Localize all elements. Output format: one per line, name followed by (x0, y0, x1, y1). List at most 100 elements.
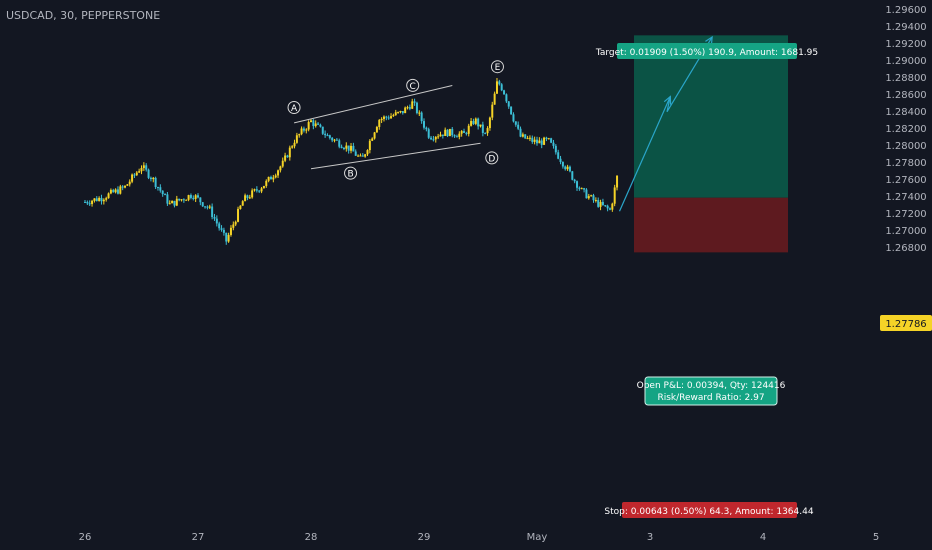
candle-body (418, 112, 421, 114)
candle-body (312, 120, 315, 127)
candle-body (124, 185, 127, 188)
candle-body (479, 124, 482, 127)
x-tick-label: 29 (418, 532, 431, 543)
candle-body (232, 224, 235, 228)
candle-body (274, 175, 277, 178)
candle-body (326, 135, 329, 137)
candle-body (583, 188, 586, 190)
candle-body (368, 140, 371, 151)
candle-body (514, 121, 517, 125)
candle-body (401, 111, 404, 114)
pnl-label[interactable]: Open P&L: 0.00394, Qty: 124416 Risk/Rewa… (637, 376, 786, 406)
candle-body (197, 195, 199, 198)
candle-body (357, 155, 360, 157)
candle-body (481, 124, 484, 133)
candle-body (420, 112, 423, 122)
candle-body (204, 206, 207, 208)
wave-circle (287, 101, 301, 114)
candle-body (392, 115, 395, 117)
candle-body (472, 121, 475, 124)
candle-body (201, 202, 204, 207)
candle-body (474, 118, 477, 124)
candle-body (441, 134, 444, 136)
candle-body (347, 145, 350, 151)
x-tick-label: 27 (192, 532, 205, 543)
candle-body (171, 200, 174, 204)
candle-body (194, 195, 197, 199)
time-axis[interactable]: 26 27 28 29 May 3 4 5 (79, 532, 880, 543)
target-label[interactable]: Target: 0.01909 (1.50%) 190.9, Amount: 1… (595, 43, 818, 59)
candle-body (451, 128, 454, 136)
wave-letter: A (291, 104, 298, 114)
candle-body (225, 232, 228, 242)
candle-body (352, 145, 355, 152)
candle-body (267, 176, 270, 181)
candle-body (142, 165, 145, 169)
y-tick-label: 1.29200 (885, 39, 926, 50)
y-tick-label: 1.27600 (885, 175, 926, 186)
candle-body (244, 195, 247, 202)
y-tick-label: 1.26800 (885, 243, 926, 254)
candle-body (495, 81, 498, 94)
candle-body (366, 150, 369, 155)
target-label-text: Target: 0.01909 (1.50%) 190.9, Amount: 1… (595, 48, 818, 58)
candle-body (109, 189, 112, 194)
candle-body (286, 155, 289, 158)
candle-body (222, 229, 225, 233)
drawings[interactable]: A B C D E (287, 35, 713, 212)
y-tick-label: 1.29600 (885, 5, 926, 16)
candle-body (192, 197, 195, 199)
y-tick-label: 1.27000 (885, 226, 926, 237)
candle-body (561, 161, 564, 167)
candle-body (345, 145, 348, 149)
candle-body (510, 106, 513, 115)
position-zones[interactable] (634, 35, 788, 253)
candle-body (576, 181, 579, 188)
candle-body (446, 129, 449, 137)
stop-label[interactable]: Stop: 0.00643 (0.50%) 64.3, Amount: 1364… (604, 502, 814, 518)
candle-body (241, 201, 244, 206)
candle-body (168, 203, 171, 205)
candle-body (354, 151, 357, 156)
price-axis[interactable]: 1.29600 1.29400 1.29200 1.29000 1.28800 1.286… (885, 5, 926, 254)
candle-body (524, 134, 527, 139)
candle-body (425, 127, 428, 130)
candle-body (604, 205, 607, 207)
candle-body (390, 116, 393, 119)
candle-body (519, 128, 522, 137)
candle-body (185, 199, 188, 201)
candle-body (399, 111, 402, 113)
candle-body (281, 160, 284, 167)
candle-body (430, 137, 433, 140)
candle-body (93, 198, 96, 201)
candle-body (359, 155, 362, 157)
candle-body (500, 84, 503, 91)
candle-body (300, 128, 303, 135)
candle-body (107, 193, 110, 199)
candle-body (95, 198, 98, 202)
candle-body (526, 138, 529, 140)
candle-body (251, 190, 254, 198)
x-tick-label: 3 (647, 532, 653, 543)
wave-letter: C (410, 82, 416, 92)
candle-body (218, 223, 221, 229)
candle-body (314, 123, 317, 127)
stop-label-bg (622, 502, 797, 518)
candle-body (382, 116, 385, 119)
wave-letter: E (495, 63, 501, 73)
candle-body (258, 190, 261, 192)
candle-body (340, 146, 343, 148)
candle-body (114, 189, 117, 193)
candle-body (505, 94, 508, 102)
candle-body (493, 93, 496, 105)
candle-body (512, 114, 515, 122)
candle-body (293, 142, 296, 147)
current-price-tag-text: 1.27786 (885, 319, 926, 330)
candle-body (319, 124, 322, 127)
wave-circle (485, 151, 499, 165)
wave-label-e: E (490, 60, 504, 74)
candle-body (580, 188, 583, 190)
candle-body (265, 180, 268, 186)
